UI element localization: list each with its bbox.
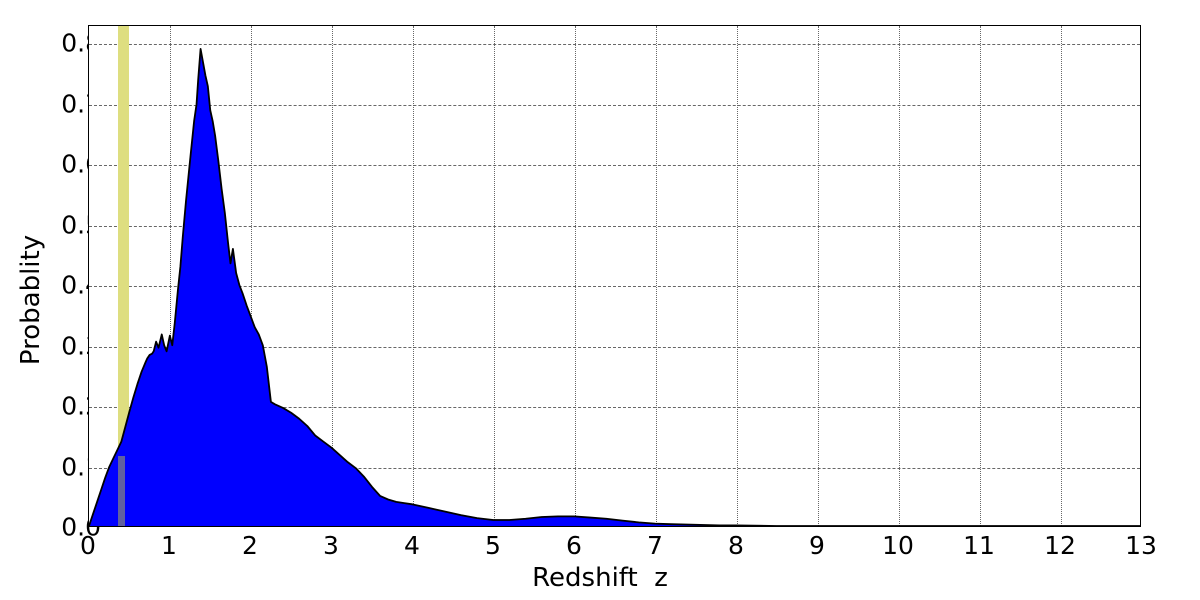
x-axis-tick <box>170 526 171 527</box>
x-axis-tick <box>899 526 900 527</box>
redshift-highlight-band <box>118 26 129 526</box>
x-axis-tick <box>251 526 252 527</box>
x-axis-tick-label: 2 <box>242 531 258 560</box>
x-axis-tick <box>89 526 90 527</box>
y-axis-title: Probablity <box>16 234 46 366</box>
x-axis-tick-label: 0 <box>80 531 96 560</box>
x-axis-tick <box>332 526 333 527</box>
x-axis-tick <box>575 526 576 527</box>
x-axis-tick-label: 10 <box>882 531 914 560</box>
redshift-marker-line <box>117 456 125 526</box>
x-axis-tick <box>656 526 657 527</box>
x-axis-tick <box>818 526 819 527</box>
x-axis-tick <box>494 526 495 527</box>
x-axis-tick-label: 11 <box>963 531 995 560</box>
x-axis-tick-label: 13 <box>1125 531 1157 560</box>
x-axis-tick-label: 12 <box>1044 531 1076 560</box>
x-axis-tick <box>980 526 981 527</box>
plot-area <box>88 25 1141 527</box>
x-axis-tick-label: 6 <box>566 531 582 560</box>
x-axis-tick-label: 1 <box>161 531 177 560</box>
probability-density-fill <box>89 48 1140 526</box>
probability-density-curve <box>89 47 1140 526</box>
x-axis-tick <box>1061 526 1062 527</box>
x-axis-tick-label: 3 <box>323 531 339 560</box>
x-axis-tick-label: 4 <box>404 531 420 560</box>
x-axis-tick <box>413 526 414 527</box>
x-axis-tick-label: 9 <box>809 531 825 560</box>
probability-density-outline <box>89 47 1140 526</box>
x-axis-tick-label: 7 <box>647 531 663 560</box>
x-axis-title: Redshift z <box>532 563 668 593</box>
x-axis-tick-label: 5 <box>485 531 501 560</box>
x-axis-tick-label: 8 <box>728 531 744 560</box>
x-axis-tick <box>737 526 738 527</box>
